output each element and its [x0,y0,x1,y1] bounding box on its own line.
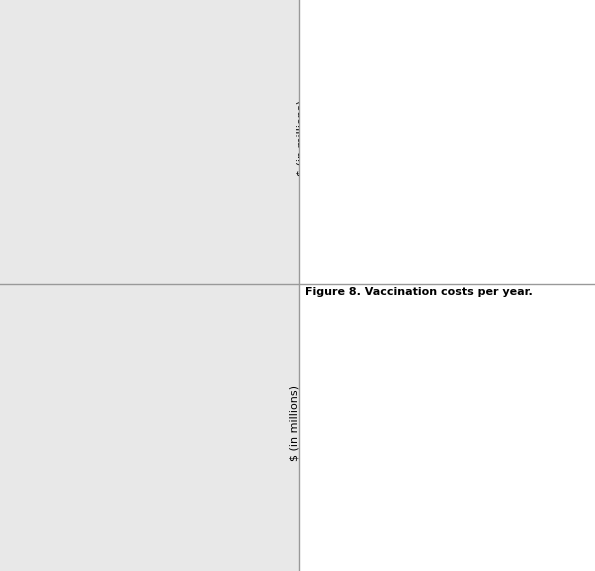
Legend: Hyp 1, Hyp 2, Hyp 3: Hyp 1, Hyp 2, Hyp 3 [328,259,566,278]
Bar [434,339,479,525]
Bar [354,345,399,525]
Y-axis label: $ (in millions): $ (in millions) [297,100,307,176]
Y-axis label: $ (in millions): $ (in millions) [290,384,300,461]
Bar [515,456,559,525]
Text: Figure 8. Vaccination costs per year.: Figure 8. Vaccination costs per year. [305,287,533,297]
X-axis label: Year: Year [441,276,472,289]
